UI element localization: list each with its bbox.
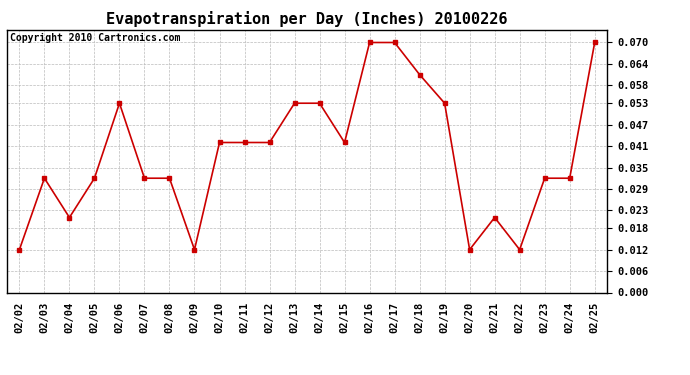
Title: Evapotranspiration per Day (Inches) 20100226: Evapotranspiration per Day (Inches) 2010… <box>106 12 508 27</box>
Text: Copyright 2010 Cartronics.com: Copyright 2010 Cartronics.com <box>10 33 180 43</box>
